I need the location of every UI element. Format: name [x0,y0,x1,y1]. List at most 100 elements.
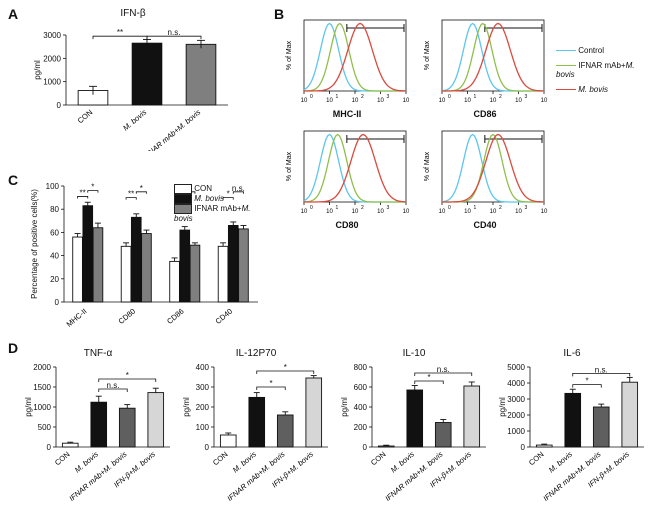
svg-text:10: 10 [515,209,522,215]
svg-text:n.s.: n.s. [168,28,181,37]
svg-text:MHC-II: MHC-II [65,307,89,329]
panel-c-legend: CON M. bovis IFNAR mAb+M. bovis [174,184,266,223]
svg-text:pg/ml: pg/ml [33,60,42,80]
d3-title: IL-6 [496,348,648,359]
d0-title: TNF-α [22,348,174,359]
hist-title-mhcii: MHC-II [282,109,412,119]
svg-text:10: 10 [326,98,333,104]
svg-text:3000: 3000 [43,31,61,40]
legend-ifnar: IFNAR mAb+M. bovis [556,61,634,79]
svg-text:0: 0 [521,443,526,452]
svg-text:3: 3 [525,205,528,211]
svg-text:M. bovis: M. bovis [121,107,148,132]
svg-text:pg/ml: pg/ml [340,397,349,417]
svg-text:CD86: CD86 [165,307,185,326]
panel-a-svg: 0 1000 2000 3000 pg/ml CON M. bovisIFNAR mAb+M… [28,21,238,151]
svg-text:100: 100 [46,182,60,191]
svg-text:2000: 2000 [507,411,525,420]
svg-text:10: 10 [464,209,471,215]
svg-text:10: 10 [352,209,359,215]
svg-text:0: 0 [448,205,451,211]
hist-mhcii: % of Max100101102103104 MHC-II [282,14,412,119]
legend-c-mbovis: M. bovis [194,194,224,203]
svg-text:10: 10 [541,98,548,104]
svg-text:IFNAR mAb+M. bovis: IFNAR mAb+M. bovis [141,107,202,151]
svg-text:2000: 2000 [43,54,61,63]
panel-b: % of Max100101102103104 MHC-II % of Max1… [282,14,642,230]
svg-text:pg/ml: pg/ml [24,397,33,417]
svg-text:60: 60 [50,228,59,237]
svg-text:10: 10 [377,209,384,215]
svg-text:40: 40 [50,252,59,261]
svg-text:300: 300 [196,383,210,392]
d2-title: IL-10 [338,348,490,359]
svg-text:CON: CON [76,108,95,126]
svg-text:% of Max: % of Max [424,40,431,70]
svg-text:1: 1 [474,205,477,211]
svg-text:*: * [269,379,272,388]
panel-label-a: A [8,6,18,22]
hist-cd80: % of Max100101102103104 CD80 [282,125,412,230]
svg-text:1000: 1000 [33,403,51,412]
svg-text:% of Max: % of Max [286,40,293,70]
svg-text:% of Max: % of Max [424,151,431,181]
svg-text:10: 10 [301,209,308,215]
svg-text:200: 200 [196,403,210,412]
svg-text:3: 3 [387,205,390,211]
svg-text:0: 0 [57,101,62,110]
svg-text:10: 10 [515,98,522,104]
hist-title-cd80: CD80 [282,220,412,230]
svg-text:10: 10 [403,98,410,104]
hist-cd86: % of Max100101102103104 CD86 [420,14,550,119]
svg-text:0: 0 [310,94,313,100]
svg-text:2: 2 [499,94,502,100]
panel-d-chart-2: IL-10 0200400600800pg/mlCONM. bovisIFNAR… [338,348,490,503]
legend-control: Control [578,46,604,55]
svg-text:1500: 1500 [33,383,51,392]
svg-text:400: 400 [196,363,210,372]
svg-text:CON: CON [53,450,72,468]
panel-d: TNF-α 0500100015002000pg/mlCONM. bovisIF… [22,348,644,503]
hist-title-cd86: CD86 [420,109,550,119]
svg-text:n.s.: n.s. [107,381,120,390]
panel-a: IFN-β 0100020003000pg/mlCONM. bovisIFNAR… [28,8,238,153]
svg-text:3: 3 [525,94,528,100]
svg-text:CON: CON [527,450,546,468]
svg-text:pg/ml: pg/ml [498,397,507,417]
svg-text:1000: 1000 [507,427,525,436]
svg-text:100: 100 [196,423,210,432]
panel-d-chart-1: IL-12P70 0100200300400pg/mlCONM. bovisIF… [180,348,332,503]
svg-text:10: 10 [490,209,497,215]
svg-text:10: 10 [352,98,359,104]
svg-text:10: 10 [403,209,410,215]
svg-text:10: 10 [490,98,497,104]
svg-text:10: 10 [464,98,471,104]
svg-text:10: 10 [439,98,446,104]
svg-text:200: 200 [354,423,368,432]
svg-text:n.s.: n.s. [437,365,450,374]
svg-text:*: * [585,377,588,386]
svg-text:1: 1 [336,94,339,100]
panel-label-d: D [8,340,18,356]
svg-text:CD40: CD40 [214,307,234,326]
svg-text:800: 800 [354,363,368,372]
svg-text:5000: 5000 [507,363,525,372]
svg-text:400: 400 [354,403,368,412]
panel-d-chart-3: IL-6 010002000300040005000pg/mlCONM. bov… [496,348,648,503]
svg-text:0: 0 [448,94,451,100]
svg-text:20: 20 [50,275,59,284]
svg-text:0: 0 [47,443,52,452]
svg-text:10: 10 [377,98,384,104]
svg-text:600: 600 [354,383,368,392]
svg-text:*: * [284,363,287,372]
svg-text:**: ** [117,28,123,37]
svg-text:**: ** [128,190,134,199]
svg-text:1000: 1000 [43,78,61,87]
panel-c: 020406080100Percentage of positive cells… [26,180,266,338]
svg-text:2: 2 [361,205,364,211]
svg-text:pg/ml: pg/ml [182,397,191,417]
svg-text:2: 2 [361,94,364,100]
svg-text:CD80: CD80 [117,307,137,326]
legend-mbovis: M. bovis [578,85,608,94]
svg-text:2: 2 [499,205,502,211]
